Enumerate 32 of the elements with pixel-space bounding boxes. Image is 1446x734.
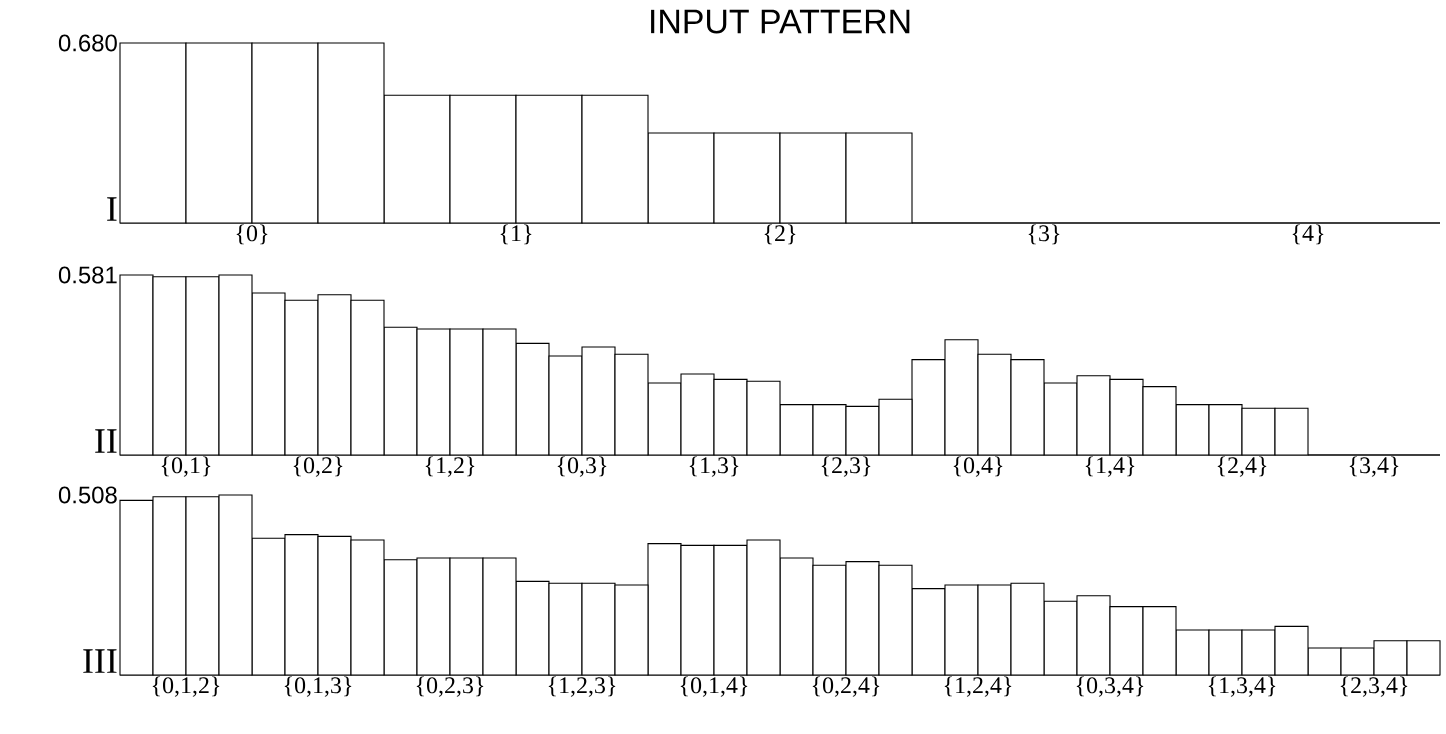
x-tick-label: {0,2,3} <box>416 676 484 697</box>
x-tick-label: {3,4} <box>1349 456 1399 477</box>
x-tick-label: {0,1,2} <box>152 676 220 697</box>
x-tick-label: {3} <box>1028 224 1060 245</box>
y-axis-title: III <box>83 649 117 673</box>
x-tick-label: {1,4} <box>1085 456 1135 477</box>
text: 0.508 <box>58 486 117 504</box>
x-tick-label: {0,1,4} <box>680 676 748 697</box>
x-tick-label: {2,3} <box>821 456 871 477</box>
x-tick-label: {0,2,4} <box>812 676 880 697</box>
x-tick-label: {1,3,4} <box>1208 676 1276 697</box>
x-tick-label: {0,3} <box>557 456 607 477</box>
x-tick-label: {1,2,4} <box>944 676 1012 697</box>
chart-title: INPUT PATTERN <box>651 9 910 34</box>
text: 0.680 <box>58 34 117 52</box>
x-tick-label: {1,2,3} <box>548 676 616 697</box>
x-tick-label: {0,2} <box>293 456 343 477</box>
text: 0.581 <box>58 266 117 284</box>
x-tick-label: {0,1,3} <box>284 676 352 697</box>
x-tick-label: {0} <box>236 224 268 245</box>
x-tick-label: {0,4} <box>953 456 1003 477</box>
x-tick-label: {0,3,4} <box>1076 676 1144 697</box>
x-tick-label: {4} <box>1292 224 1324 245</box>
x-tick-label: {0,1} <box>161 456 211 477</box>
x-tick-label: {2} <box>764 224 796 245</box>
y-axis-title: I <box>107 197 117 221</box>
x-tick-label: {2,3,4} <box>1340 676 1408 697</box>
x-tick-label: {1,2} <box>425 456 475 477</box>
x-tick-label: {1,3} <box>689 456 739 477</box>
y-axis-title: II <box>95 429 117 453</box>
x-tick-label: {1} <box>500 224 532 245</box>
x-tick-label: {2,4} <box>1217 456 1267 477</box>
